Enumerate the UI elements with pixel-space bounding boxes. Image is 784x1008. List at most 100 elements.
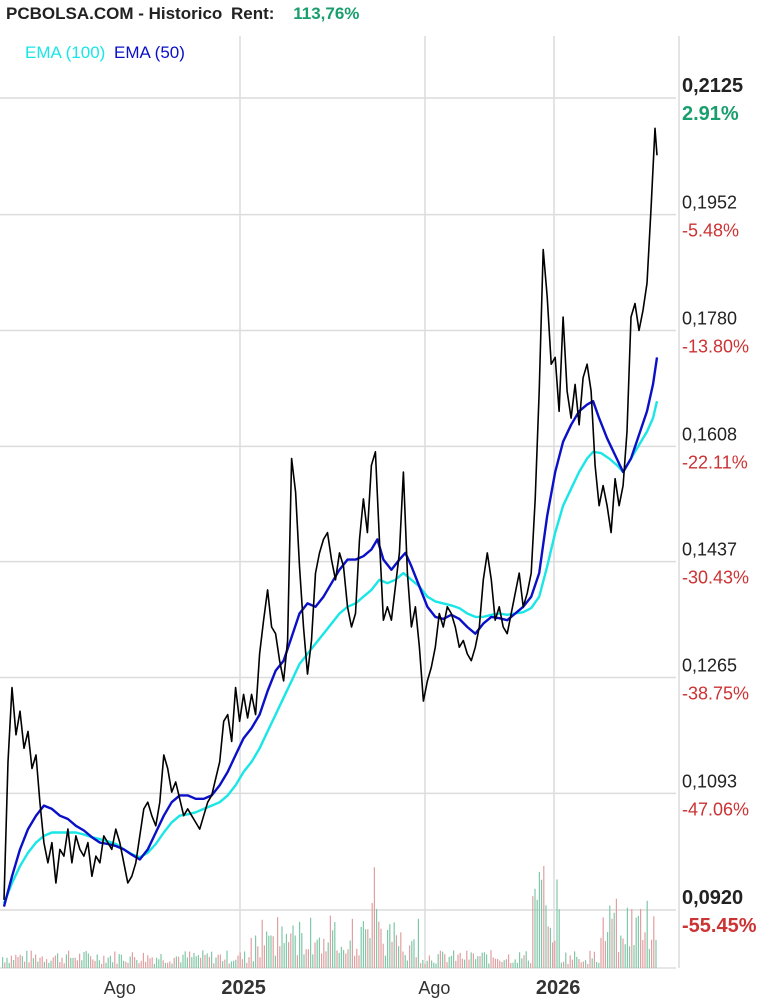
volume-bar xyxy=(600,937,602,968)
volume-bar xyxy=(618,951,620,968)
volume-bar xyxy=(237,955,239,968)
volume-bar xyxy=(98,960,100,968)
volume-bar xyxy=(536,899,538,968)
volume-bar xyxy=(591,958,593,968)
volume-bar xyxy=(479,956,481,968)
volume-bar xyxy=(437,954,439,968)
volume-bar xyxy=(646,900,648,968)
volume-bar xyxy=(76,960,78,968)
y-tick-pct: -55.45% xyxy=(682,915,757,937)
volume-bar xyxy=(151,957,153,968)
volume-bar xyxy=(510,963,512,968)
volume-bar xyxy=(477,956,479,968)
volume-bar xyxy=(184,951,186,968)
volume-bar xyxy=(653,916,655,968)
volume-bar xyxy=(211,951,213,968)
volume-bar xyxy=(39,957,41,968)
y-tick-pct: -38.75% xyxy=(682,684,749,704)
volume-bar xyxy=(468,959,470,968)
volume-bar xyxy=(483,952,485,968)
volume-bar xyxy=(301,933,303,968)
volume-bar xyxy=(118,954,120,968)
volume-bar xyxy=(259,957,261,968)
volume-bar xyxy=(292,925,294,968)
volume-bar xyxy=(633,945,635,968)
y-tick-label: 0,1093 xyxy=(682,771,737,791)
volume-bar xyxy=(277,917,279,968)
volume-bar xyxy=(501,961,503,968)
y-tick-pct: -47.06% xyxy=(682,799,749,819)
volume-bar xyxy=(169,961,171,968)
volume-bar xyxy=(283,943,285,968)
volume-bar xyxy=(402,951,404,968)
volume-bar xyxy=(59,962,61,968)
volume-bar xyxy=(356,948,358,968)
volume-bar xyxy=(576,956,578,968)
volume-bar xyxy=(624,944,626,968)
x-tick-label: 2025 xyxy=(221,977,266,999)
volume-bar xyxy=(63,963,65,968)
volume-bar xyxy=(442,951,444,968)
volume-bar xyxy=(422,959,424,968)
volume-bar xyxy=(481,952,483,968)
volume-bar xyxy=(294,935,296,968)
volume-bar xyxy=(435,963,437,968)
volume-bar xyxy=(532,896,534,968)
volume-bar xyxy=(512,962,514,968)
volume-bar xyxy=(175,956,177,968)
volume-bar xyxy=(369,938,371,968)
volume-bar xyxy=(178,956,180,968)
volume-bar xyxy=(464,959,466,968)
volume-bar xyxy=(486,954,488,968)
volume-bar xyxy=(219,954,221,968)
volume-bar xyxy=(376,908,378,968)
volume-bar xyxy=(439,950,441,968)
volume-bar xyxy=(116,963,118,968)
volume-bar xyxy=(303,954,305,968)
volume-bar xyxy=(571,959,573,968)
volume-bar xyxy=(206,953,208,968)
volume-bar xyxy=(160,953,162,968)
volume-bar xyxy=(470,952,472,968)
volume-bar xyxy=(261,919,263,968)
volume-bar xyxy=(545,905,547,968)
volume-bar xyxy=(387,929,389,968)
volume-bar xyxy=(43,961,45,968)
volume-bar xyxy=(92,959,94,968)
volume-bar xyxy=(519,952,521,968)
volume-bar xyxy=(321,953,323,968)
volume-bar xyxy=(228,963,230,968)
volume-bar xyxy=(158,959,160,968)
volume-bar xyxy=(334,922,336,968)
volume-bar xyxy=(602,917,604,968)
volume-bar xyxy=(281,926,283,968)
volume-bar xyxy=(138,963,140,968)
y-tick-label: 0,1780 xyxy=(682,308,737,328)
volume-bar xyxy=(340,946,342,968)
volume-bar xyxy=(8,962,10,968)
y-tick-pct: -30.43% xyxy=(682,568,749,588)
volume-bar xyxy=(552,942,554,968)
volume-bar xyxy=(343,949,345,968)
volume-bar xyxy=(398,946,400,968)
volume-bar xyxy=(70,957,72,968)
volume-bar xyxy=(257,946,259,968)
volume-bar xyxy=(404,955,406,968)
volume-bar xyxy=(411,941,413,968)
volume-bar xyxy=(296,955,298,968)
volume-bar xyxy=(523,955,525,968)
y-tick-label: 0,2125 xyxy=(682,75,743,97)
volume-bar xyxy=(541,879,543,968)
volume-bar xyxy=(28,962,30,968)
volume-bar xyxy=(428,955,430,968)
y-tick-pct: -5.48% xyxy=(682,221,739,241)
volume-bar xyxy=(607,932,609,968)
volume-bar xyxy=(279,946,281,968)
chart-header: PCBOLSA.COM - Historico Rent: 113,76% xyxy=(6,4,359,24)
volume-bar xyxy=(332,930,334,968)
rent-value: 113,76% xyxy=(293,4,360,23)
volume-bar xyxy=(521,958,523,968)
volume-bar xyxy=(74,957,76,968)
volume-bar xyxy=(129,956,131,968)
grid xyxy=(0,36,680,969)
